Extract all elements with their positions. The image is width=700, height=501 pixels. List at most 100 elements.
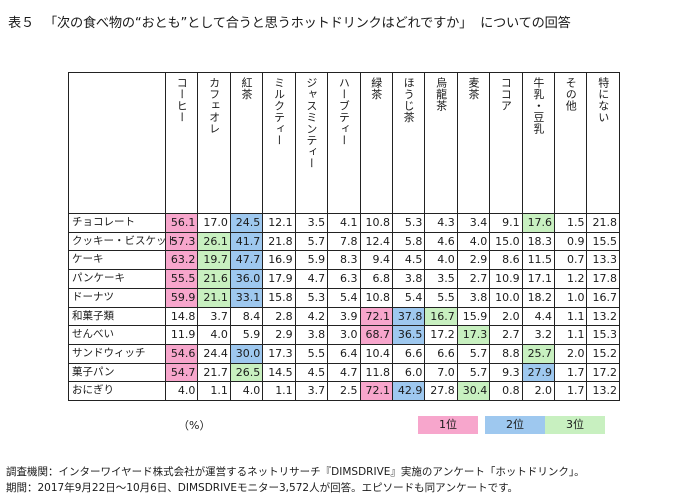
table-cell: 17.1	[521, 269, 556, 289]
table-cell: 6.6	[391, 343, 426, 364]
table-cell: 9.3	[489, 362, 523, 383]
table-row: チョコレート 56.1 17.0 24.5 12.1 3.5 4.1 10.8 5.3 4.3 3.…	[68, 213, 620, 233]
column-header: ほうじ茶	[391, 72, 426, 214]
table-cell: 1.1	[554, 325, 588, 345]
table-row: 和菓子類 14.8 3.7 8.4 2.8 4.2 3.9 72.1 37.8 16.7 15.9 2…	[68, 306, 620, 327]
row-label: 菓子パン	[68, 362, 166, 383]
column-header: 緑茶	[359, 72, 393, 214]
table-cell: 12.4	[359, 231, 393, 252]
table-cell: 42.9	[391, 381, 426, 402]
table-cell: 5.9	[294, 250, 329, 271]
table-cell: 0.7	[554, 250, 588, 271]
column-header: ミルクティー	[262, 72, 296, 214]
table-cell: 59.9	[164, 287, 199, 308]
column-header: カフェオレ	[197, 72, 231, 214]
row-label: ドーナツ	[68, 287, 166, 308]
table-cell: 1.2	[554, 269, 588, 289]
table-cell: 4.0	[164, 381, 199, 402]
table-cell: 4.7	[294, 269, 329, 289]
table-cell: 57.3	[164, 231, 199, 252]
table-cell: 21.7	[197, 362, 231, 383]
table-row: おにぎり 4.0 1.1 4.0 1.1 3.7 2.5 72.1 42.9 27.8 30.4 0.…	[68, 381, 620, 402]
column-header: 麦茶	[456, 72, 491, 214]
column-header-label: ココア	[499, 77, 513, 112]
table-cell: 10.0	[489, 287, 523, 308]
table-row: クッキー・ビスケット 57.3 26.1 41.7 21.8 5.7 7.8 12.4 5.8 4…	[68, 231, 620, 252]
table-cell: 17.3	[456, 325, 491, 345]
table-cell: 6.6	[424, 343, 458, 364]
table-cell: 3.5	[294, 213, 329, 233]
table-cell: 10.8	[359, 213, 393, 233]
table-cell: 21.1	[197, 287, 231, 308]
column-header-label: 緑茶	[369, 77, 383, 100]
table-cell: 68.7	[359, 325, 393, 345]
table-cell: 4.0	[197, 325, 231, 345]
table-cell: 26.5	[229, 362, 264, 383]
survey-table: コーヒー カフェオレ 紅茶 ミルクティー ジャスミンティー ハーブティー 緑茶 ほうじ茶 烏龍茶…	[68, 72, 620, 402]
row-label: おにぎり	[68, 381, 166, 402]
table-cell: 17.0	[197, 213, 231, 233]
table-cell: 19.7	[197, 250, 231, 271]
table-cell: 4.0	[229, 381, 264, 402]
table-cell: 55.5	[164, 269, 199, 289]
table-cell: 1.1	[262, 381, 296, 402]
column-header: その他	[554, 72, 588, 214]
table-cell: 14.5	[262, 362, 296, 383]
table-cell: 1.1	[554, 306, 588, 327]
table-cell: 24.5	[229, 213, 264, 233]
table-row: せんべい 11.9 4.0 5.9 2.9 3.8 3.0 68.7 36.5 17.2 17.3 2…	[68, 325, 620, 345]
column-header-label: ミルクティー	[272, 77, 286, 146]
table-cell: 5.7	[294, 231, 329, 252]
table-row: サンドウィッチ 54.6 24.4 30.0 17.3 5.5 6.4 10.4 6.6 6.6 5…	[68, 343, 620, 364]
table-cell: 21.6	[197, 269, 231, 289]
table-cell: 5.5	[424, 287, 458, 308]
table-cell: 8.8	[489, 343, 523, 364]
column-header: 特にない	[586, 72, 620, 214]
table-cell: 56.1	[164, 213, 199, 233]
table-cell: 5.3	[391, 213, 426, 233]
table-cell: 15.2	[586, 343, 620, 364]
table-cell: 6.3	[327, 269, 361, 289]
table-cell: 5.8	[391, 231, 426, 252]
table-cell: 2.9	[262, 325, 296, 345]
legend-rank1: 1位	[418, 416, 478, 434]
column-header-label: ハーブティー	[337, 77, 351, 146]
table-cell: 16.9	[262, 250, 296, 271]
table-cell: 8.3	[327, 250, 361, 271]
table-row: ドーナツ 59.9 21.1 33.1 15.8 5.3 5.4 10.8 5.4 5.5 3.8 1…	[68, 287, 620, 308]
column-header-label: 麦茶	[467, 77, 480, 100]
table-cell: 8.6	[489, 250, 523, 271]
table-cell: 4.2	[294, 306, 329, 327]
column-header: コーヒー	[164, 72, 199, 214]
table-cell: 4.3	[424, 213, 458, 233]
table-cell: 27.8	[424, 381, 458, 402]
table-cell: 2.5	[327, 381, 361, 402]
table-cell: 9.4	[359, 250, 393, 271]
column-header-label: ほうじ茶	[402, 77, 416, 123]
column-header-label: 特にない	[596, 77, 610, 123]
table-cell: 4.7	[327, 362, 361, 383]
table-cell: 9.1	[489, 213, 523, 233]
table-cell: 17.6	[521, 213, 556, 233]
table-cell: 63.2	[164, 250, 199, 271]
table-cell: 17.8	[586, 269, 620, 289]
corner-cell	[68, 72, 166, 214]
table-cell: 47.7	[229, 250, 264, 271]
column-header: 紅茶	[229, 72, 264, 214]
column-header-label: コーヒー	[175, 77, 189, 123]
table-cell: 26.1	[197, 231, 231, 252]
row-label: サンドウィッチ	[68, 343, 166, 364]
header-row: コーヒー カフェオレ 紅茶 ミルクティー ジャスミンティー ハーブティー 緑茶 ほうじ茶 烏龍茶…	[68, 72, 620, 214]
table-cell: 1.0	[554, 287, 588, 308]
table-cell: 3.5	[424, 269, 458, 289]
table-cell: 4.6	[424, 231, 458, 252]
column-header: 牛乳・豆乳	[521, 72, 556, 214]
table-cell: 16.7	[586, 287, 620, 308]
table-cell: 24.4	[197, 343, 231, 364]
table-cell: 13.2	[586, 381, 620, 402]
table-cell: 33.1	[229, 287, 264, 308]
table-cell: 4.5	[294, 362, 329, 383]
table-cell: 2.0	[554, 343, 588, 364]
table-cell: 5.7	[456, 362, 491, 383]
legend-rank3: 3位	[545, 416, 605, 434]
